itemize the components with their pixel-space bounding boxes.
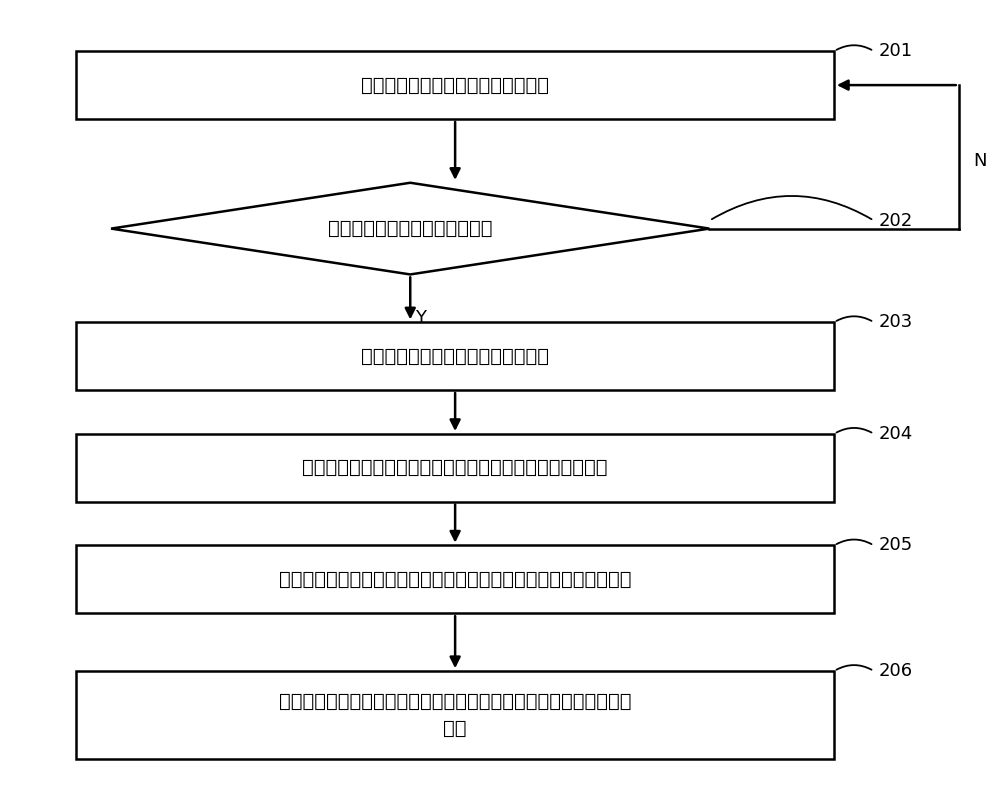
Text: 204: 204 xyxy=(879,425,913,443)
Bar xyxy=(76,434,834,502)
Text: 206: 206 xyxy=(879,662,913,680)
Text: 203: 203 xyxy=(879,314,913,331)
Bar xyxy=(76,51,834,119)
Bar xyxy=(76,322,834,390)
Text: 依次调用预设跳频频率集合中的跳频频率，以最优跳频频率进行工作: 依次调用预设跳频频率集合中的跳频频率，以最优跳频频率进行工作 xyxy=(279,570,631,589)
Text: 识别所述触控终端所连接的充电设备: 识别所述触控终端所连接的充电设备 xyxy=(361,346,549,366)
Bar xyxy=(76,671,834,758)
Text: 201: 201 xyxy=(879,42,913,60)
Text: 205: 205 xyxy=(879,537,913,554)
Text: N: N xyxy=(974,152,987,170)
Text: 根据识别结果，获取所述充电设备对应的预设跳频频率集合: 根据识别结果，获取所述充电设备对应的预设跳频频率集合 xyxy=(302,458,608,478)
Bar xyxy=(76,546,834,614)
Text: 干扰噪声是否满足预设干扰条件: 干扰噪声是否满足预设干扰条件 xyxy=(328,219,492,238)
Text: Y: Y xyxy=(415,310,426,327)
Polygon shape xyxy=(111,182,709,274)
Text: 202: 202 xyxy=(879,212,913,230)
Text: 检测触控终端充电过程中的干扰噪声: 检测触控终端充电过程中的干扰噪声 xyxy=(361,75,549,94)
Text: 在确定最优跳频频率后，通知指纹识别模块以所述最优跳频频率进行
工作: 在确定最优跳频频率后，通知指纹识别模块以所述最优跳频频率进行 工作 xyxy=(279,692,631,738)
